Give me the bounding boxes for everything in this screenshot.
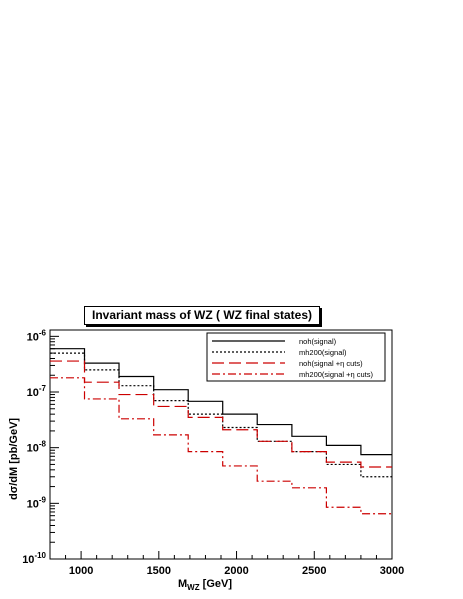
series-line-0 <box>50 348 392 456</box>
x-tick-label: 1500 <box>147 565 171 577</box>
x-tick-label: 2000 <box>224 565 248 577</box>
legend-label-2: noh(signal +η cuts) <box>299 359 363 368</box>
series-line-2 <box>50 360 392 468</box>
y-tick-label: 10-8 <box>27 440 47 455</box>
series-line-3 <box>50 377 392 515</box>
x-tick-label: 3000 <box>380 565 404 577</box>
y-tick-label: 10-10 <box>22 551 46 566</box>
y-tick-label: 10-9 <box>27 495 47 510</box>
x-tick-label: 2500 <box>302 565 326 577</box>
x-axis-label: MWZ [GeV] <box>178 578 233 593</box>
y-tick-label: 10-7 <box>27 384 47 399</box>
legend-label-1: mh200(signal) <box>299 348 347 357</box>
legend-label-3: mh200(signal +η cuts) <box>299 370 373 379</box>
x-tick-label: 1000 <box>69 565 93 577</box>
chart-title: Invariant mass of WZ ( WZ final states) <box>84 306 320 325</box>
y-axis-label: dσ/dM [pb/GeV] <box>8 417 20 500</box>
y-tick-label: 10-6 <box>27 328 47 343</box>
legend-label-0: noh(signal) <box>299 337 337 346</box>
